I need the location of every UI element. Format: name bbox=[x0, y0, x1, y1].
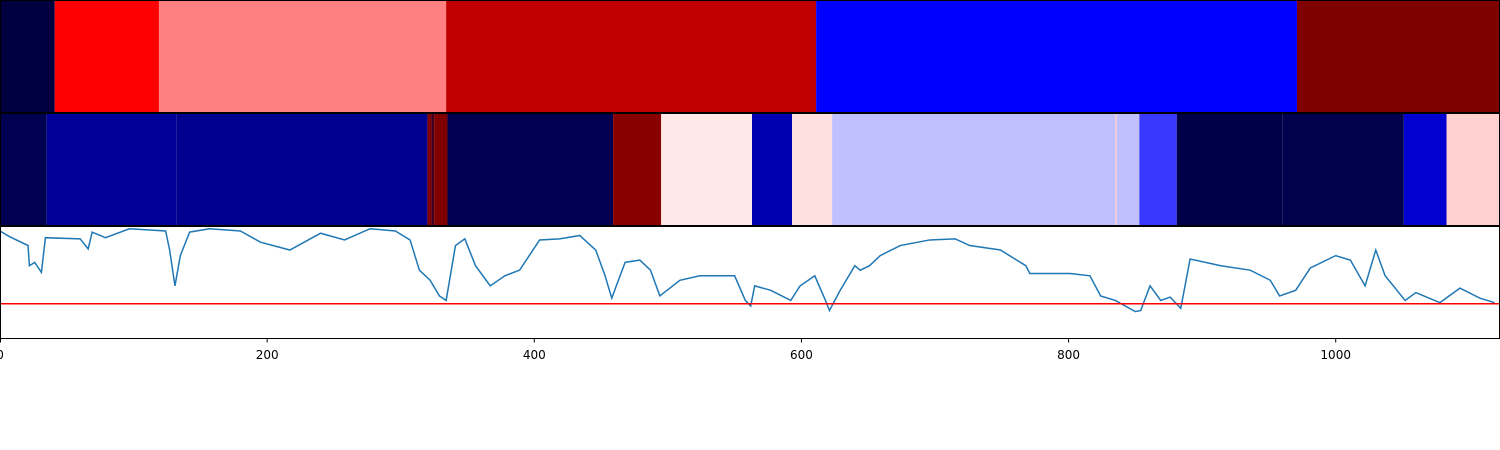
x-tick-label: 200 bbox=[256, 348, 279, 362]
segment bbox=[1176, 113, 1283, 226]
segment bbox=[1139, 113, 1177, 226]
segment bbox=[816, 0, 1297, 113]
segment bbox=[832, 113, 1116, 226]
segment bbox=[792, 113, 833, 226]
segment bbox=[176, 113, 428, 226]
segment bbox=[54, 0, 159, 113]
segment bbox=[1446, 113, 1500, 226]
segment bbox=[1282, 113, 1404, 226]
segment bbox=[1115, 113, 1117, 226]
segment bbox=[427, 113, 432, 226]
segment bbox=[0, 113, 47, 226]
segment bbox=[447, 113, 614, 226]
segment bbox=[434, 113, 448, 226]
segment bbox=[613, 113, 662, 226]
x-tick-label: 0 bbox=[0, 348, 4, 362]
segment bbox=[661, 113, 753, 226]
panel-frame bbox=[0, 226, 1500, 339]
segment bbox=[1296, 0, 1500, 113]
segment bbox=[752, 113, 793, 226]
segment bbox=[431, 113, 435, 226]
segment bbox=[46, 113, 177, 226]
segment bbox=[1403, 113, 1447, 226]
segment bbox=[158, 0, 447, 113]
x-tick-label: 600 bbox=[790, 348, 813, 362]
segment bbox=[446, 0, 817, 113]
x-tick-label: 1000 bbox=[1320, 348, 1351, 362]
segment bbox=[1116, 113, 1140, 226]
segment bbox=[0, 0, 55, 113]
x-tick-label: 800 bbox=[1057, 348, 1080, 362]
series-line bbox=[0, 227, 1495, 313]
x-tick-label: 400 bbox=[523, 348, 546, 362]
